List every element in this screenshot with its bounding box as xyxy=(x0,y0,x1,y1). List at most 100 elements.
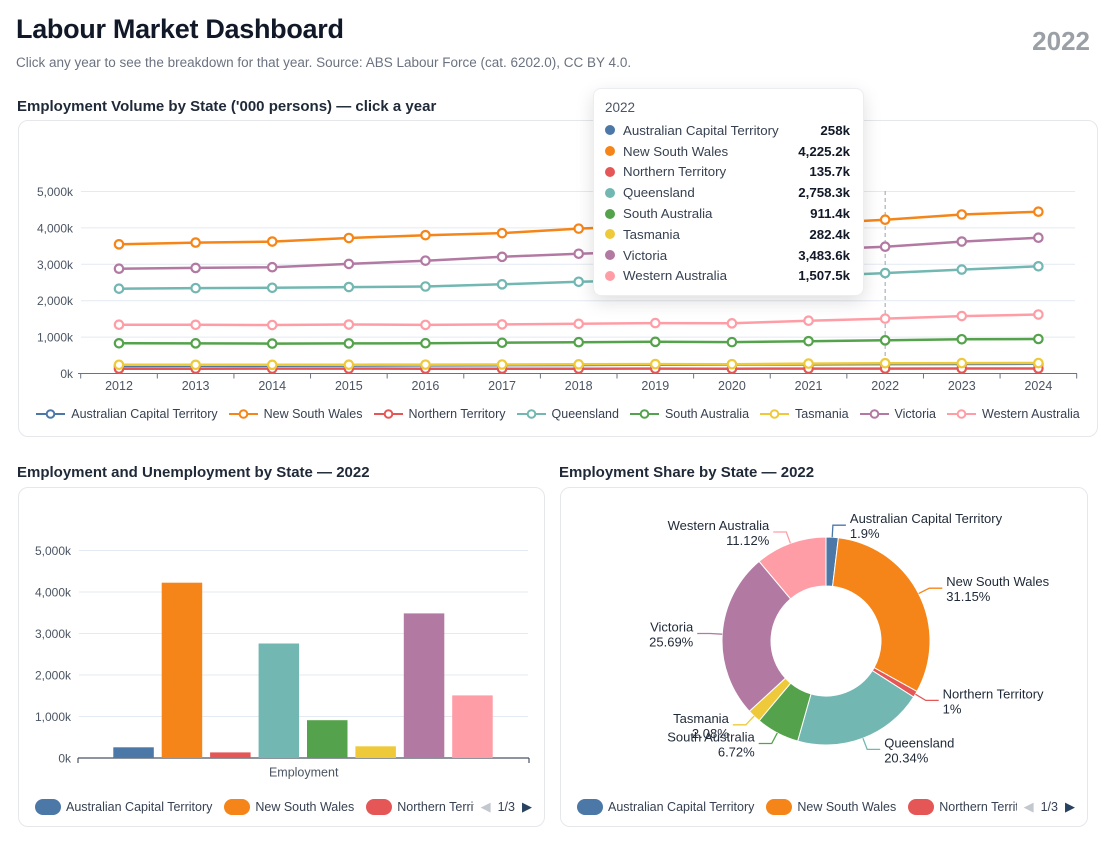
year-label-2023[interactable]: 2023 xyxy=(948,379,976,393)
data-point-south-australia-2019[interactable] xyxy=(650,336,661,348)
data-point-western-australia-2014[interactable] xyxy=(266,319,278,331)
legend-prev-arrow-icon[interactable]: ◀ xyxy=(1023,799,1034,814)
data-point-tasmania-2024[interactable] xyxy=(1033,357,1044,369)
line-chart-canvas[interactable]: 0k 1,000k 2,000k 3,000k 4,000k 5,000k 2012 2013… xyxy=(19,121,1097,398)
bar-western-australia[interactable] xyxy=(452,695,493,758)
legend-item-australian-capital-territory[interactable]: Australian Capital Territory xyxy=(577,799,754,815)
data-point-victoria-2014[interactable] xyxy=(266,261,278,273)
legend-item-new-south-wales[interactable]: New South Wales xyxy=(224,799,354,815)
data-point-queensland-2013[interactable] xyxy=(190,282,201,294)
data-point-victoria-2017[interactable] xyxy=(496,251,508,263)
data-point-new-south-wales-2018[interactable] xyxy=(573,223,584,234)
year-label-2017[interactable]: 2017 xyxy=(488,379,516,393)
data-point-tasmania-2012[interactable] xyxy=(113,359,125,371)
data-point-western-australia-2016[interactable] xyxy=(420,319,431,331)
data-point-south-australia-2012[interactable] xyxy=(113,337,125,349)
data-point-south-australia-2018[interactable] xyxy=(573,336,584,348)
legend-item-australian-capital-territory[interactable]: Australian Capital Territory xyxy=(35,799,212,815)
data-point-victoria-2022[interactable] xyxy=(879,241,891,252)
data-point-south-australia-2021[interactable] xyxy=(803,335,814,347)
data-point-queensland-2023[interactable] xyxy=(956,264,968,275)
bar-australian-capital-territory[interactable] xyxy=(113,747,154,758)
legend-item-western-australia[interactable]: Western Australia xyxy=(947,407,1080,421)
bar-chart-canvas[interactable]: 0k 1,000k 2,000k 3,000k 4,000k 5,000k Employme… xyxy=(19,488,544,786)
year-label-2018[interactable]: 2018 xyxy=(565,379,593,393)
data-point-western-australia-2012[interactable] xyxy=(113,319,125,331)
data-point-western-australia-2013[interactable] xyxy=(190,319,201,331)
data-point-queensland-2015[interactable] xyxy=(343,281,355,293)
legend-next-arrow-icon[interactable]: ▶ xyxy=(1065,799,1075,814)
data-point-victoria-2012[interactable] xyxy=(113,263,125,275)
legend-item-new-south-wales[interactable]: New South Wales xyxy=(228,407,363,421)
bar-tasmania[interactable] xyxy=(355,746,396,758)
data-point-tasmania-2020[interactable] xyxy=(726,358,738,370)
data-point-victoria-2015[interactable] xyxy=(343,258,355,270)
data-point-new-south-wales-2023[interactable] xyxy=(956,209,968,220)
year-label-2024[interactable]: 2024 xyxy=(1024,379,1052,393)
data-point-queensland-2024[interactable] xyxy=(1033,261,1044,272)
year-label-2019[interactable]: 2019 xyxy=(641,379,669,393)
data-point-western-australia-2022[interactable] xyxy=(879,313,891,324)
data-point-western-australia-2024[interactable] xyxy=(1033,309,1044,320)
data-point-queensland-2014[interactable] xyxy=(266,282,278,294)
data-point-victoria-2016[interactable] xyxy=(420,255,431,266)
bar-new-south-wales[interactable] xyxy=(161,582,203,758)
year-label-2016[interactable]: 2016 xyxy=(412,379,440,393)
data-point-western-australia-2019[interactable] xyxy=(650,317,661,329)
bar-queensland[interactable] xyxy=(258,643,300,759)
data-point-western-australia-2021[interactable] xyxy=(803,315,814,327)
data-point-south-australia-2016[interactable] xyxy=(420,337,431,349)
data-point-south-australia-2017[interactable] xyxy=(496,337,508,349)
bar-south-australia[interactable] xyxy=(307,720,348,758)
data-point-new-south-wales-2012[interactable] xyxy=(113,239,125,250)
data-point-new-south-wales-2013[interactable] xyxy=(190,237,201,248)
year-label-2022[interactable]: 2022 xyxy=(871,379,899,393)
data-point-queensland-2017[interactable] xyxy=(496,279,508,290)
data-point-tasmania-2019[interactable] xyxy=(650,358,661,370)
data-point-victoria-2018[interactable] xyxy=(573,248,584,260)
legend-item-queensland[interactable]: Queensland xyxy=(516,407,619,421)
legend-item-tasmania[interactable]: Tasmania xyxy=(760,407,849,421)
data-point-tasmania-2014[interactable] xyxy=(266,359,278,371)
data-point-tasmania-2017[interactable] xyxy=(496,359,508,370)
legend-item-northern-territory[interactable]: Northern Territory xyxy=(366,799,474,815)
data-point-new-south-wales-2015[interactable] xyxy=(343,232,355,244)
data-point-tasmania-2013[interactable] xyxy=(190,359,201,371)
data-point-tasmania-2015[interactable] xyxy=(343,359,355,370)
year-label-2015[interactable]: 2015 xyxy=(335,379,363,393)
data-point-western-australia-2017[interactable] xyxy=(496,319,508,330)
legend-prev-arrow-icon[interactable]: ◀ xyxy=(480,799,491,814)
data-point-south-australia-2014[interactable] xyxy=(266,338,278,349)
data-point-queensland-2022[interactable] xyxy=(879,267,891,279)
data-point-victoria-2024[interactable] xyxy=(1033,232,1044,244)
data-point-tasmania-2023[interactable] xyxy=(956,357,968,369)
data-point-queensland-2018[interactable] xyxy=(573,276,584,288)
data-point-western-australia-2018[interactable] xyxy=(573,318,584,330)
legend-next-arrow-icon[interactable]: ▶ xyxy=(522,799,532,814)
data-point-tasmania-2016[interactable] xyxy=(420,359,431,370)
data-point-south-australia-2022[interactable] xyxy=(879,335,891,346)
bar-victoria[interactable] xyxy=(403,613,445,758)
data-point-tasmania-2018[interactable] xyxy=(573,359,584,370)
data-point-south-australia-2023[interactable] xyxy=(956,333,968,345)
year-label-2012[interactable]: 2012 xyxy=(105,379,133,393)
bar-northern-territory[interactable] xyxy=(210,752,251,758)
legend-item-victoria[interactable]: Victoria xyxy=(859,407,936,421)
data-point-western-australia-2020[interactable] xyxy=(726,318,738,329)
data-point-victoria-2023[interactable] xyxy=(956,236,968,247)
data-point-queensland-2012[interactable] xyxy=(113,283,125,294)
legend-item-australian-capital-territory[interactable]: Australian Capital Territory xyxy=(36,407,218,421)
data-point-new-south-wales-2017[interactable] xyxy=(496,227,508,239)
data-point-tasmania-2021[interactable] xyxy=(803,358,814,369)
legend-item-new-south-wales[interactable]: New South Wales xyxy=(766,799,896,815)
data-point-new-south-wales-2022[interactable] xyxy=(879,214,891,226)
data-point-western-australia-2015[interactable] xyxy=(343,319,355,330)
pie-slice-new-south-wales[interactable] xyxy=(831,537,931,693)
year-label-2020[interactable]: 2020 xyxy=(718,379,746,393)
data-point-new-south-wales-2016[interactable] xyxy=(420,229,431,241)
data-point-western-australia-2023[interactable] xyxy=(956,310,968,322)
year-label-2013[interactable]: 2013 xyxy=(182,379,210,393)
data-point-south-australia-2020[interactable] xyxy=(726,336,738,348)
data-point-new-south-wales-2014[interactable] xyxy=(266,236,278,247)
data-point-south-australia-2013[interactable] xyxy=(190,338,201,349)
